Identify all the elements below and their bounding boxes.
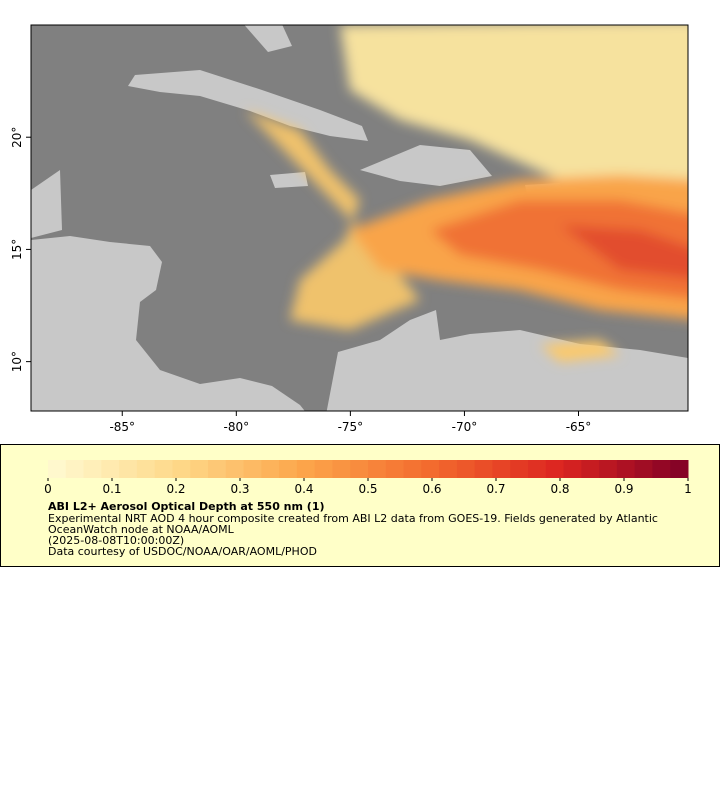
colorbar-step: [652, 460, 671, 478]
colorbar-step: [545, 460, 565, 478]
colorbar-tick-label: 0.7: [486, 482, 505, 496]
x-tick-label: -70°: [452, 420, 478, 434]
colorbar-step: [48, 460, 67, 478]
colorbar-step: [599, 460, 618, 478]
colorbar-step: [119, 460, 138, 478]
colorbar-step: [225, 460, 245, 478]
map-frame: [30, 24, 689, 412]
land: [244, 25, 292, 52]
colorbar-tick-label: 0.1: [102, 482, 121, 496]
colorbar-step: [261, 460, 280, 478]
colorbar-tick-label: 0.5: [358, 482, 377, 496]
colorbar-step: [439, 460, 458, 478]
land: [31, 236, 305, 411]
colorbar-step: [172, 460, 191, 478]
colorbar-step: [581, 460, 600, 478]
y-tick-label: 15°: [10, 239, 24, 260]
colorbar-step: [332, 460, 351, 478]
colorbar-step: [154, 460, 173, 478]
colorbar-step: [279, 460, 298, 478]
colorbar-step: [634, 460, 653, 478]
colorbar: 0 0.1 0.2 0.3 0.4 0.5 0.6 0.7 0.8 0.9 1: [44, 460, 692, 496]
colorbar-tick-label: 1: [684, 482, 692, 496]
colorbar-tick-label: 0.9: [614, 482, 633, 496]
colorbar-step: [474, 460, 493, 478]
colorbar-step: [421, 460, 440, 478]
aerosol-patch: [245, 110, 420, 330]
colorbar-step: [385, 460, 405, 478]
legend-line: (2025-08-08T10:00:00Z): [48, 534, 184, 547]
colorbar-step: [83, 460, 102, 478]
colorbar-tick-label: 0.4: [294, 482, 313, 496]
colorbar-step: [510, 460, 529, 478]
colorbar-step: [670, 460, 689, 478]
colorbar-tick-label: 0.3: [230, 482, 249, 496]
x-tick-label: -85°: [109, 420, 135, 434]
aerosol-patch: [540, 340, 620, 362]
colorbar-step: [65, 460, 85, 478]
colorbar-step: [296, 460, 316, 478]
aerosol-patch: [560, 225, 688, 279]
land: [270, 172, 308, 188]
y-tick-label: 10°: [10, 351, 24, 372]
land: [326, 310, 688, 411]
colorbar-tick-label: 0.8: [550, 482, 569, 496]
colorbar-step: [456, 460, 476, 478]
legend-line: OceanWatch node at NOAA/AOML: [48, 523, 235, 536]
aerosol-patch: [340, 25, 688, 199]
land: [360, 145, 492, 186]
aerosol-field: [245, 25, 688, 362]
land: [31, 170, 62, 238]
colorbar-step: [616, 460, 636, 478]
colorbar-step: [101, 460, 120, 478]
legend-title: ABI L2+ Aerosol Optical Depth at 550 nm …: [48, 500, 325, 513]
axes: -85° -80° -75° -70° -65° 10° 15° 20°: [10, 127, 591, 434]
colorbar-tick-label: 0: [44, 482, 52, 496]
colorbar-step: [314, 460, 333, 478]
colorbar-step: [563, 460, 582, 478]
legend-line: Data courtesy of USDOC/NOAA/OAR/AOML/PHO…: [48, 545, 317, 558]
colorbar-step: [190, 460, 209, 478]
y-tick-label: 20°: [10, 127, 24, 148]
colorbar-tick-label: 0.2: [166, 482, 185, 496]
colorbar-step: [208, 460, 227, 478]
x-tick-label: -65°: [566, 420, 592, 434]
map-content: [31, 25, 688, 411]
colorbar-tick-label: 0.6: [422, 482, 441, 496]
colorbar-step: [528, 460, 547, 478]
colorbar-step: [350, 460, 369, 478]
x-tick-label: -75°: [338, 420, 364, 434]
land: [128, 70, 368, 141]
x-tick-label: -80°: [224, 420, 250, 434]
aerosol-patch: [430, 200, 688, 299]
colorbar-step: [403, 460, 422, 478]
colorbar-step: [368, 460, 387, 478]
colorbar-step: [136, 460, 156, 478]
colorbar-step: [243, 460, 262, 478]
legend-line: Experimental NRT AOD 4 hour composite cr…: [48, 512, 658, 525]
colorbar-step: [492, 460, 511, 478]
